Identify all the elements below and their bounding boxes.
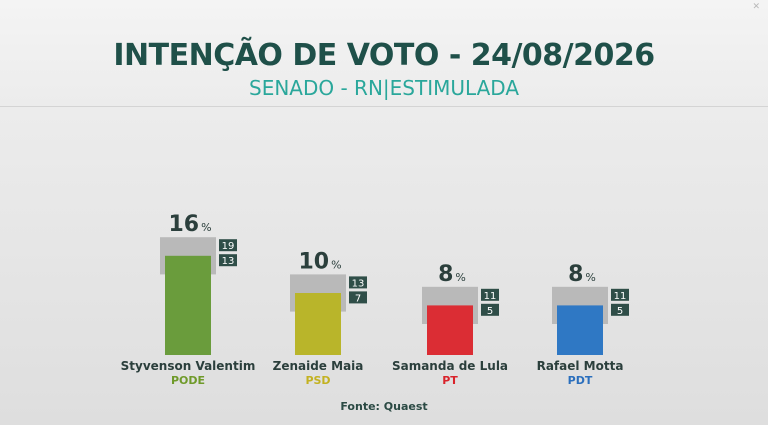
range-low-bg [349,291,367,304]
range-low-bg [481,303,499,316]
party-label: PDT [568,374,593,387]
range-low-bg [219,254,237,267]
chart-area [0,107,768,425]
range-high-label: 11 [614,291,627,302]
range-high-bg [481,288,499,301]
party-label: PODE [171,374,205,387]
value-label: 16% [168,212,211,237]
chart-subtitle: SENADO - RN|ESTIMULADA [249,76,519,100]
bar [557,305,603,355]
close-icon: ✕ [752,2,760,12]
value-label: 10% [298,249,341,274]
range-high-label: 13 [352,278,365,289]
chart-header: INTENÇÃO DE VOTO - 24/08/2026 SENADO - R… [0,0,768,107]
range-low-label: 7 [355,293,361,304]
party-label: PT [442,374,458,387]
range-high-label: 11 [484,291,497,302]
range-high-bg [611,288,629,301]
bar [165,255,211,355]
range-high-bg [219,239,237,252]
value-label: 8% [568,262,596,287]
category-label: Zenaide Maia [273,359,364,373]
category-label: Rafael Motta [537,359,624,373]
chart-title: INTENÇÃO DE VOTO - 24/08/2026 [113,38,655,73]
range-low-label: 5 [487,306,493,317]
category-label: Styvenson Valentim [121,359,256,373]
category-label: Samanda de Lula [392,359,508,373]
range-low-bg [611,303,629,316]
party-label: PSD [305,374,330,387]
range-high-label: 19 [222,241,235,252]
range-high-bg [349,276,367,289]
bar [295,293,341,355]
range-low-label: 5 [617,306,623,317]
bar [427,305,473,355]
source-note: Fonte: Quaest [340,400,428,413]
range-low-label: 13 [222,256,235,267]
value-label: 8% [438,262,466,287]
